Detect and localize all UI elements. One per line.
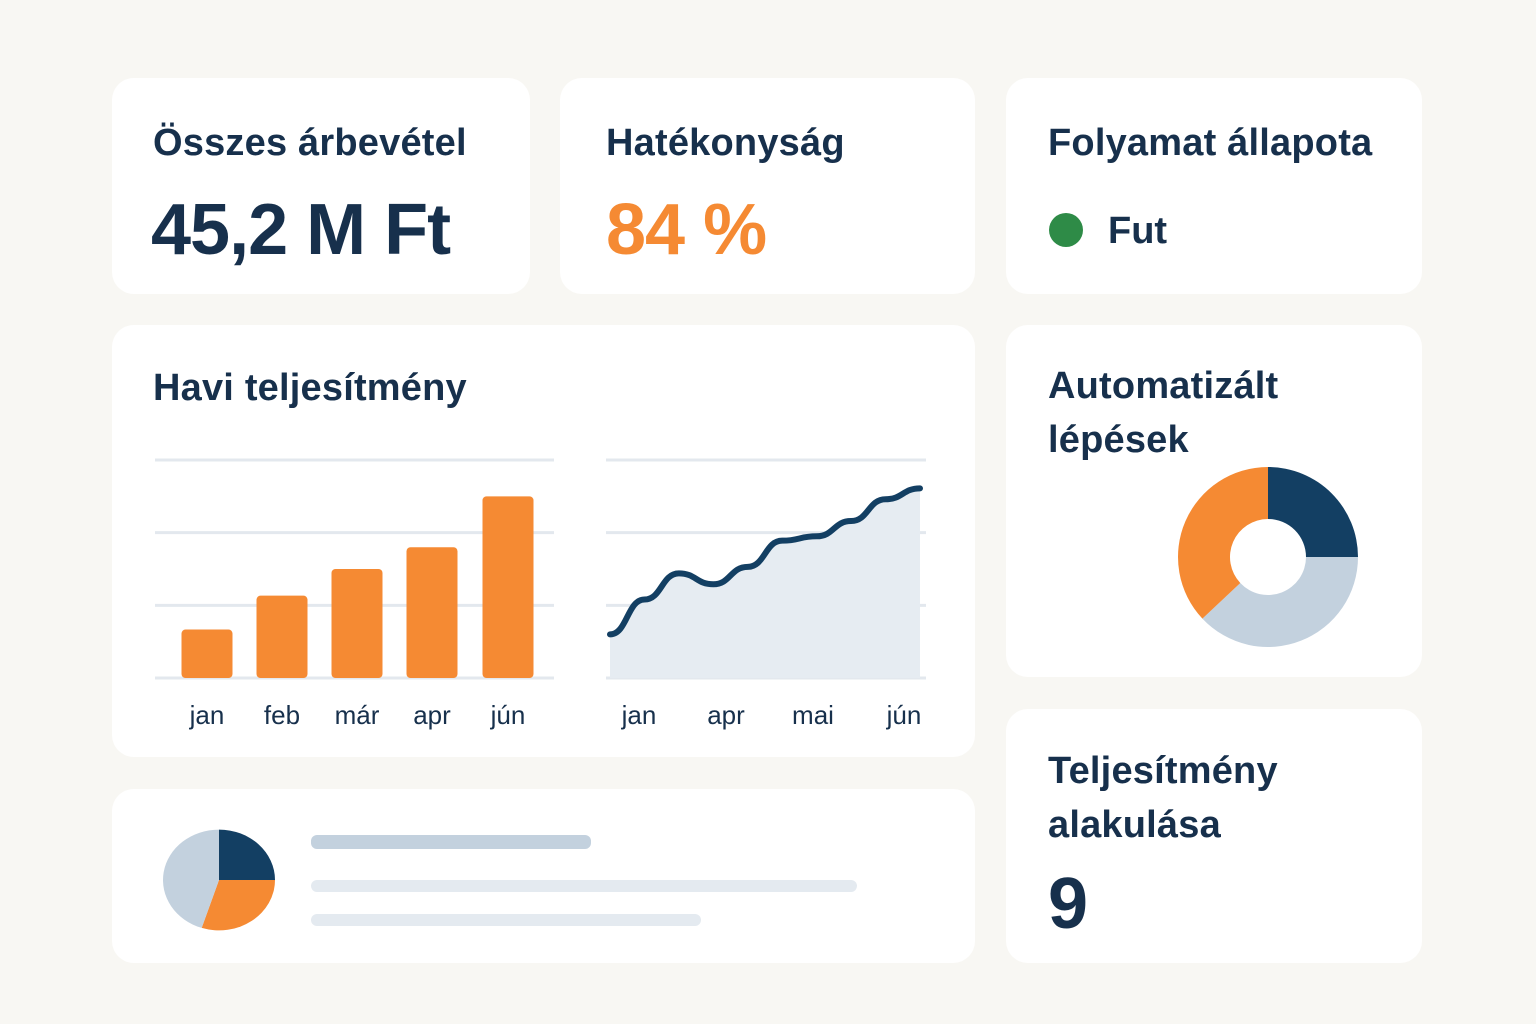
performance-trend-card: Teljesítmény alakulása 9 [1006, 709, 1422, 963]
status-label: Fut [1108, 210, 1168, 252]
summary-card [112, 789, 975, 963]
process-status-title: Folyamat állapota [1048, 122, 1373, 164]
automation-title-line1: Automatizált [1048, 365, 1279, 407]
pie-slice-0 [1268, 467, 1358, 557]
monthly-performance-title: Havi teljesítmény [153, 367, 467, 409]
pie-group [163, 829, 275, 931]
status-running-dot-icon [1049, 213, 1083, 247]
performance-value: 9 [1048, 864, 1088, 944]
process-status-card: Folyamat állapota Fut [1006, 78, 1422, 294]
monthly-performance-card: Havi teljesítmény jan feb már apr jún jan apr… [112, 325, 975, 757]
bar-apr [406, 547, 458, 678]
x-tick-label: apr [707, 700, 745, 730]
revenue-title: Összes árbevétel [153, 122, 467, 164]
performance-title-line2: alakulása [1048, 804, 1221, 846]
summary-pie-chart [163, 829, 275, 931]
x-tick-label: már [335, 700, 380, 730]
x-tick-label: apr [413, 700, 451, 730]
bar-már [331, 569, 383, 678]
pie-slice-0 [219, 829, 275, 880]
performance-title-line1: Teljesítmény [1048, 750, 1278, 792]
x-tick-label: jún [886, 700, 922, 730]
efficiency-card: Hatékonyság 84 % [560, 78, 975, 294]
pie-slice-2 [1178, 467, 1268, 619]
x-tick-label: jan [621, 700, 657, 730]
revenue-value: 45,2 M Ft [151, 190, 451, 270]
x-tick-label: feb [264, 700, 300, 730]
efficiency-value: 84 % [606, 190, 767, 270]
automation-steps-card: Automatizált lépések [1006, 325, 1422, 677]
monthly-area-chart: jan apr mai jún [606, 458, 926, 730]
x-tick-label: jan [189, 700, 225, 730]
area-fill [610, 488, 920, 678]
pie-slice-2 [163, 829, 219, 928]
pie-slice-1 [201, 880, 275, 931]
placeholder-line-1 [311, 835, 591, 849]
bar-jan [181, 629, 233, 678]
monthly-bar-chart: jan feb már apr jún [155, 458, 554, 730]
x-tick-label: jún [490, 700, 526, 730]
pie-group [1178, 467, 1358, 647]
trend-line [607, 485, 923, 638]
revenue-card: Összes árbevétel 45,2 M Ft [112, 78, 530, 294]
x-tick-label: mai [792, 700, 834, 730]
efficiency-title: Hatékonyság [606, 122, 845, 164]
bar-jún [482, 496, 534, 678]
pie-slice-1 [1202, 557, 1358, 647]
placeholder-line-2 [311, 880, 857, 892]
automation-title-line2: lépések [1048, 419, 1189, 461]
automation-donut-chart [1178, 467, 1358, 647]
placeholder-line-3 [311, 914, 701, 926]
bar-feb [256, 595, 308, 678]
